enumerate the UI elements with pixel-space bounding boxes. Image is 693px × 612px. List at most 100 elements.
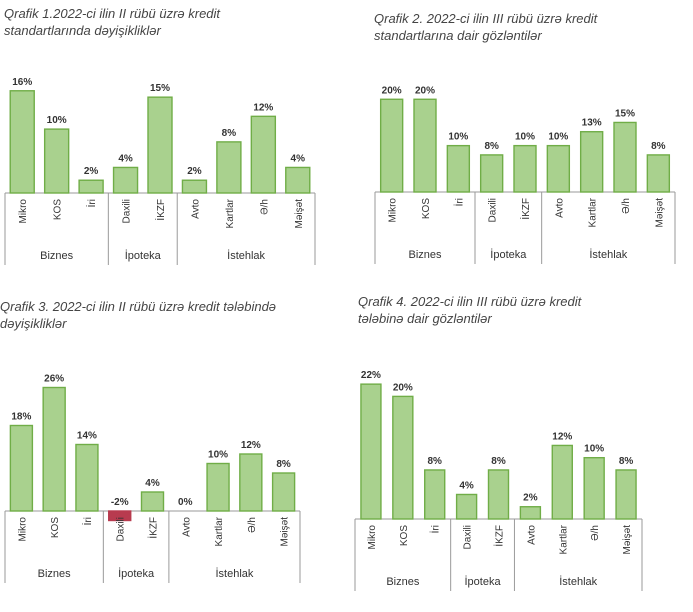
bar	[206, 462, 230, 512]
bar	[615, 469, 637, 520]
bar	[579, 131, 604, 193]
category-label: İKZF	[519, 198, 532, 220]
bar-chart: Biznes İpoteka İstehlak 18% Mikro 26% KOS 14% İr…	[4, 374, 301, 583]
group-label: İpoteka	[118, 567, 155, 580]
category-label: Avto	[526, 525, 537, 545]
category-label: İKZF	[147, 517, 160, 539]
category-label: Kartlar	[225, 198, 236, 228]
bar	[487, 469, 510, 520]
data-label: 8%	[484, 141, 499, 152]
data-label: 8%	[619, 456, 634, 467]
group-label: Biznes	[40, 250, 74, 262]
data-label: 13%	[582, 118, 602, 129]
category-label: Kartlar	[588, 197, 599, 227]
data-label: 4%	[118, 153, 133, 164]
data-label: 0%	[178, 497, 193, 508]
bar	[519, 506, 542, 520]
category-label: Məişət	[622, 525, 633, 555]
data-label: 10%	[548, 132, 568, 143]
bar	[513, 144, 537, 193]
bar	[43, 128, 70, 194]
bar	[250, 115, 277, 194]
bar	[78, 179, 104, 194]
group-label: Biznes	[386, 576, 420, 588]
category-label: İKZF	[493, 525, 506, 547]
data-label: 16%	[12, 77, 32, 88]
data-label: 12%	[253, 102, 273, 113]
bar	[216, 141, 242, 194]
group-label: İpoteka	[125, 249, 162, 262]
group-label: İpoteka	[490, 248, 527, 261]
bar	[360, 383, 382, 520]
category-label: Daxili	[488, 198, 499, 222]
data-label: 10%	[208, 450, 228, 461]
data-label: 10%	[47, 115, 67, 126]
category-label: KOS	[421, 198, 432, 219]
category-label: Mikro	[18, 199, 29, 224]
data-label: 2%	[523, 493, 538, 504]
category-label: Daxili	[116, 517, 127, 541]
data-label: 4%	[145, 478, 160, 489]
data-label: 14%	[77, 431, 97, 442]
category-label: Ə/h	[259, 199, 270, 215]
category-label: Ə/h	[621, 198, 632, 214]
bar	[181, 179, 208, 194]
bar	[392, 395, 414, 520]
data-label: 20%	[393, 382, 413, 393]
bar	[424, 469, 446, 520]
bar	[112, 166, 139, 194]
group-label: İstehlak	[227, 249, 265, 262]
category-label: Mikro	[388, 198, 399, 223]
group-label: İstehlak	[559, 575, 597, 588]
data-label: 10%	[448, 132, 468, 143]
category-label: Kartlar	[558, 524, 569, 554]
bar	[239, 453, 263, 512]
bar	[42, 386, 66, 512]
chart-title: Qrafik 3. 2022-ci ilin II rübü üzrə kred…	[0, 299, 277, 331]
category-label: Mikro	[17, 517, 28, 542]
bar	[147, 96, 173, 194]
bar	[546, 144, 571, 193]
bar	[271, 472, 296, 512]
data-label: 8%	[222, 128, 237, 139]
group-label: İstehlak	[589, 248, 627, 261]
chart-title: Qrafik 2. 2022-ci ilin III rübü üzrə kre…	[374, 11, 598, 43]
bar	[551, 444, 573, 520]
category-label: Ə/h	[590, 525, 601, 541]
category-label: Avto	[181, 517, 192, 537]
chart-title: Qrafik 4. 2022-ci ilin III rübü üzrə kre…	[358, 294, 582, 326]
bar-chart: Biznes İpoteka İstehlak 20% Mikro 20% KOS 10% İr…	[374, 85, 676, 264]
category-label: İKZF	[154, 199, 167, 221]
data-label: 18%	[11, 412, 31, 423]
category-label: Məişət	[280, 517, 291, 547]
bar	[9, 424, 34, 512]
data-label: -2%	[111, 497, 129, 508]
bar	[613, 121, 637, 193]
group-label: İpoteka	[465, 575, 502, 588]
bar	[285, 166, 311, 194]
data-label: 8%	[276, 459, 291, 470]
category-label: Avto	[190, 199, 201, 219]
data-label: 20%	[382, 85, 402, 96]
category-label: Məişət	[294, 199, 305, 229]
category-label: Daxili	[122, 199, 133, 223]
category-label: Daxili	[463, 525, 474, 549]
data-label: 26%	[44, 374, 64, 385]
category-label: Ə/h	[247, 517, 258, 533]
bar-chart: Biznes İpoteka İstehlak 16% Mikro 10% KOS 2% İri…	[4, 77, 316, 265]
bar	[140, 491, 165, 512]
bar	[9, 90, 35, 194]
data-label: 8%	[651, 141, 666, 152]
category-label: İri	[429, 525, 442, 533]
category-label: Avto	[554, 198, 565, 218]
data-label: 4%	[459, 480, 474, 491]
bar	[108, 510, 132, 522]
bar	[455, 493, 478, 520]
bar	[75, 443, 99, 512]
data-label: 12%	[241, 440, 261, 451]
data-label: 8%	[491, 456, 506, 467]
category-label: Mikro	[367, 525, 378, 550]
category-label: Məişət	[654, 198, 665, 228]
category-label: KOS	[53, 199, 64, 220]
category-label: KOS	[50, 517, 61, 538]
